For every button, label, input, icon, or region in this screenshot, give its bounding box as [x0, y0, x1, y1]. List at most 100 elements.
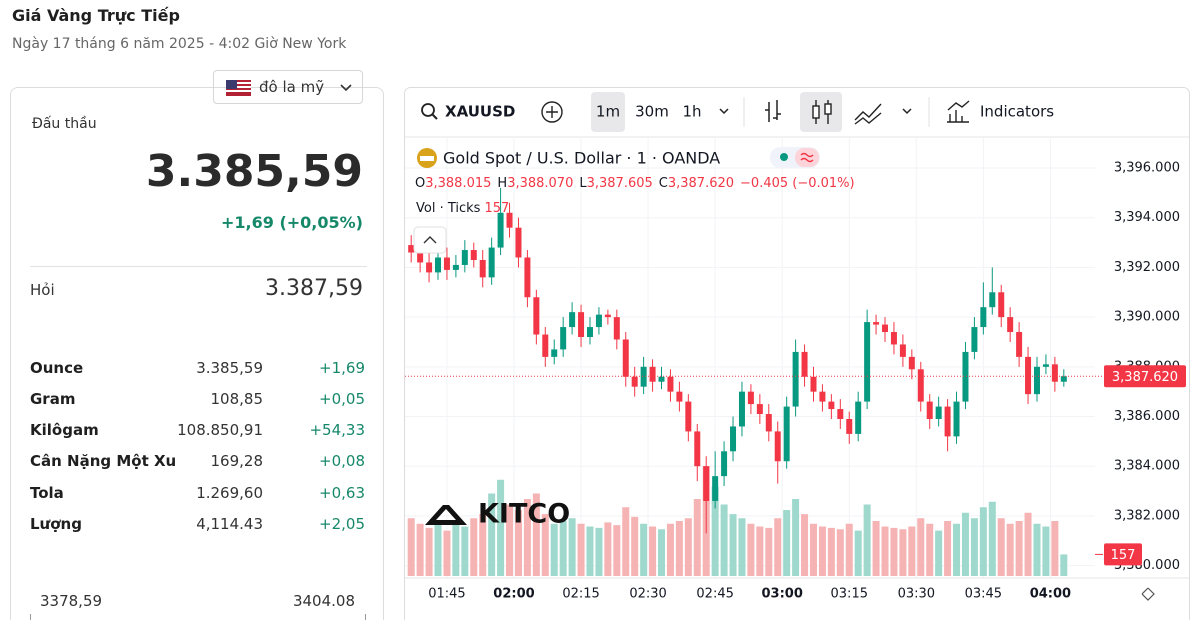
candle-body: [756, 404, 763, 415]
candle-body: [890, 332, 897, 345]
ohlc-value: 3,387.620: [668, 176, 734, 191]
volume-bar: [765, 527, 773, 576]
volume-bar: [1024, 512, 1032, 576]
volume-bar: [890, 527, 898, 576]
symbol[interactable]: XAUUSD: [445, 103, 515, 121]
volume-bar: [809, 523, 817, 576]
volume-bar: [488, 493, 496, 576]
candle-body: [703, 466, 710, 501]
logo: KITCO: [425, 499, 570, 530]
x-tick-label: 02:45: [696, 587, 733, 602]
search-icon[interactable]: [421, 103, 435, 117]
candle-body: [810, 376, 817, 392]
flag-stripe: [226, 90, 251, 92]
currency-dropdown[interactable]: đô la mỹ: [213, 70, 363, 104]
candle-body: [908, 356, 915, 370]
candle-body: [989, 292, 996, 308]
interval-chevron[interactable]: [719, 108, 729, 115]
unit-change: +0,08: [319, 452, 365, 470]
page-date: Ngày 17 tháng 6 năm 2025 - 4:02 Giờ New …: [12, 36, 347, 52]
volume-bar: [452, 522, 460, 576]
volume-bar: [1006, 523, 1014, 576]
volume-bar: [693, 499, 701, 576]
candle-body: [658, 376, 665, 382]
volume-bar: [881, 526, 889, 576]
volume-bar: [908, 526, 916, 576]
quote-card: [10, 87, 384, 620]
volume-bar: [577, 523, 585, 576]
candle-icon: [824, 103, 832, 115]
interval-button[interactable]: 1h: [682, 103, 701, 121]
volume-bar: [988, 501, 996, 576]
x-tick-label: 02:30: [629, 587, 666, 602]
volume-bar: [899, 529, 907, 576]
volume-bar: [595, 527, 603, 576]
candle-body: [792, 351, 799, 407]
candle-body: [721, 451, 728, 477]
unit-price: 4,114.43: [196, 515, 263, 533]
ohlc-legend: O3,388.015 H3,388.070 L3,387.605 C3,387.620…: [415, 176, 855, 191]
candle-body: [747, 391, 754, 405]
x-tick-label: 03:15: [831, 587, 868, 602]
volume-axis-label: 157: [1111, 548, 1136, 563]
bid-price: 3.385,59: [145, 146, 363, 197]
unit-name: Ounce: [30, 359, 84, 377]
flag-stripe: [226, 82, 251, 84]
volume-bar: [1042, 526, 1050, 576]
settings-icon[interactable]: [1141, 587, 1155, 601]
collapse-button[interactable]: [413, 226, 447, 254]
volume-bar: [801, 514, 809, 576]
indicators-icon[interactable]: [947, 100, 970, 123]
volume-value: 157: [484, 201, 509, 216]
candle-icon: [812, 105, 820, 119]
unit-change: +54,33: [309, 421, 365, 439]
x-tick-label: 02:15: [562, 587, 599, 602]
volume-bar: [443, 530, 451, 576]
range-tick: [30, 614, 31, 620]
indicators-button[interactable]: Indicators: [980, 103, 1054, 121]
candle-body: [953, 401, 960, 437]
candle-body: [971, 327, 978, 352]
volume-box: [1104, 543, 1142, 566]
candle-body: [837, 409, 844, 419]
candle-body: [649, 366, 656, 382]
unit-name: Lượng: [30, 515, 82, 533]
ask-price: 3.387,59: [265, 276, 363, 301]
type-chevron[interactable]: [902, 108, 912, 115]
interval-button[interactable]: 1m: [596, 103, 620, 121]
volume-bar: [425, 527, 433, 576]
volume-bar: [497, 479, 505, 576]
volume-bar: [416, 523, 424, 576]
unit-change: +0,63: [319, 484, 365, 502]
candle-body: [640, 366, 647, 387]
candle-body: [604, 314, 611, 318]
interval-active-bg: [591, 92, 625, 132]
compare-button[interactable]: [541, 101, 563, 123]
candle-body: [470, 250, 477, 260]
volume-bar: [613, 525, 621, 576]
volume-bar: [845, 523, 853, 576]
candle-body: [435, 257, 442, 273]
last-price-label: 3,387.620: [1112, 370, 1178, 385]
volume-bar: [1060, 554, 1068, 576]
candle-body: [408, 245, 415, 253]
interval-button[interactable]: 30m: [635, 103, 669, 121]
unit-name: Tola: [30, 484, 64, 502]
volume-bar: [997, 518, 1005, 576]
ohlc-value: 3,387.605: [587, 176, 653, 191]
volume-bar: [729, 514, 737, 576]
candle-body: [542, 334, 549, 357]
range-low: 3378,59: [40, 592, 103, 610]
ohlc-key: H: [497, 176, 507, 191]
volume-bar: [407, 518, 415, 576]
area-icon[interactable]: [854, 103, 882, 125]
volume-bar: [818, 526, 826, 576]
y-tick-label: 3,394.000: [1114, 210, 1180, 225]
bars-icon[interactable]: [765, 100, 781, 122]
volume-bar: [1051, 521, 1059, 576]
unit-price: 169,28: [210, 452, 264, 470]
candle-body: [828, 401, 835, 410]
volume-bar: [783, 510, 791, 576]
